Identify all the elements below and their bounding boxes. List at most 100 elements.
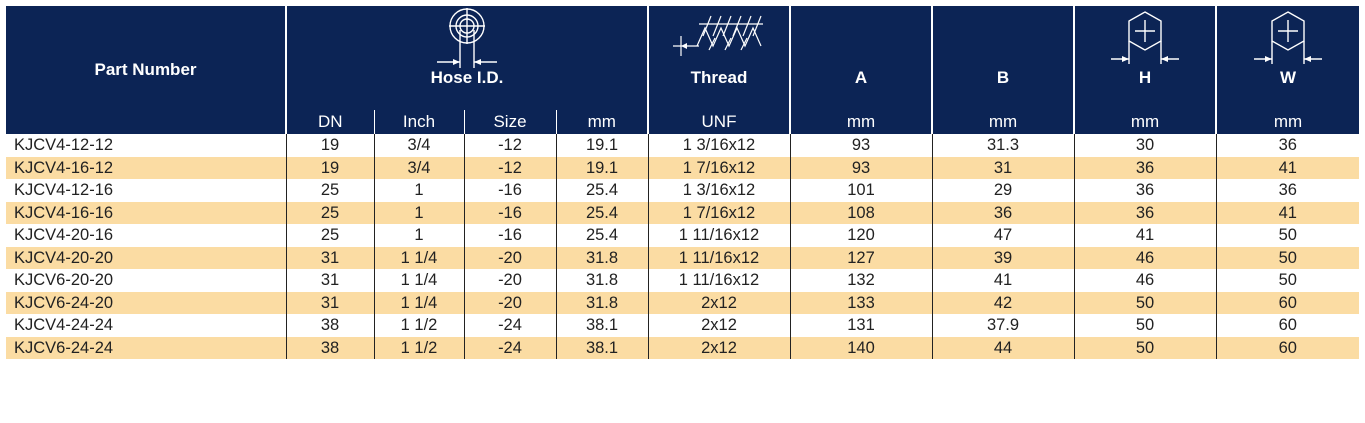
- cell-inch: 1: [373, 179, 464, 202]
- unit-mm-w: mm: [1215, 110, 1359, 134]
- cell-a: 93: [789, 156, 932, 179]
- cell-part-number: KJCV4-16-16: [6, 201, 286, 224]
- cell-mm: 25.4: [555, 224, 648, 247]
- cell-dn: 38: [285, 314, 374, 337]
- table-row: KJCV6-24-20 31 1 1/4 -20 31.8 2x12 133 4…: [6, 291, 1359, 314]
- cell-inch: 3/4: [373, 156, 464, 179]
- unit-inch: Inch: [373, 110, 464, 134]
- cell-w: 50: [1215, 269, 1359, 292]
- w-title: W: [1279, 68, 1297, 87]
- header-h: H: [1073, 6, 1216, 110]
- cell-part-number: KJCV6-24-24: [6, 336, 286, 359]
- table-row: KJCV6-24-24 38 1 1/2 -24 38.1 2x12 140 4…: [6, 336, 1359, 359]
- cell-inch: 1: [373, 224, 464, 247]
- b-title: B: [996, 68, 1010, 87]
- cell-size: -20: [463, 291, 556, 314]
- cell-part-number: KJCV6-24-20: [6, 291, 286, 314]
- cell-a: 93: [789, 134, 932, 157]
- cell-b: 41: [931, 269, 1074, 292]
- unit-mm-hose: mm: [555, 110, 648, 134]
- cell-size: -12: [463, 156, 556, 179]
- cell-h: 36: [1073, 156, 1216, 179]
- cell-dn: 25: [285, 179, 374, 202]
- cell-dn: 31: [285, 246, 374, 269]
- cell-thread: 1 7/16x12: [647, 201, 790, 224]
- table-row: KJCV4-12-16 25 1 -16 25.4 1 3/16x12 101 …: [6, 179, 1359, 202]
- cell-w: 36: [1215, 134, 1359, 157]
- cell-thread: 1 3/16x12: [647, 179, 790, 202]
- cell-a: 127: [789, 246, 932, 269]
- table-row: KJCV6-20-20 31 1 1/4 -20 31.8 1 11/16x12…: [6, 269, 1359, 292]
- cell-w: 50: [1215, 224, 1359, 247]
- cell-a: 120: [789, 224, 932, 247]
- cell-b: 36: [931, 201, 1074, 224]
- cell-a: 101: [789, 179, 932, 202]
- header-part-number: Part Number: [6, 6, 286, 134]
- header-b: B: [931, 6, 1074, 110]
- cell-size: -12: [463, 134, 556, 157]
- cell-h: 46: [1073, 246, 1216, 269]
- cell-thread: 2x12: [647, 291, 790, 314]
- cell-dn: 19: [285, 156, 374, 179]
- cell-mm: 31.8: [555, 291, 648, 314]
- cell-size: -16: [463, 224, 556, 247]
- cell-h: 46: [1073, 269, 1216, 292]
- fitting-spec-table: Part Number Hose: [6, 6, 1359, 359]
- cell-thread: 2x12: [647, 314, 790, 337]
- unit-size: Size: [463, 110, 556, 134]
- spec-table-body: KJCV4-12-12 19 3/4 -12 19.1 1 3/16x12 93…: [6, 134, 1359, 359]
- spec-table-container: Part Number Hose: [6, 6, 1359, 359]
- cell-inch: 1 1/4: [373, 291, 464, 314]
- unit-dn: DN: [285, 110, 374, 134]
- cell-mm: 19.1: [555, 156, 648, 179]
- cell-b: 31.3: [931, 134, 1074, 157]
- cell-dn: 25: [285, 201, 374, 224]
- cell-inch: 1 1/2: [373, 336, 464, 359]
- cell-a: 131: [789, 314, 932, 337]
- table-row: KJCV4-16-12 19 3/4 -12 19.1 1 7/16x12 93…: [6, 156, 1359, 179]
- unit-mm-h: mm: [1073, 110, 1216, 134]
- cell-size: -16: [463, 201, 556, 224]
- table-row: KJCV4-24-24 38 1 1/2 -24 38.1 2x12 131 3…: [6, 314, 1359, 337]
- cell-part-number: KJCV4-16-12: [6, 156, 286, 179]
- cell-w: 41: [1215, 156, 1359, 179]
- h-title: H: [1138, 68, 1152, 87]
- unit-mm-b: mm: [931, 110, 1074, 134]
- cell-part-number: KJCV4-12-16: [6, 179, 286, 202]
- cell-dn: 31: [285, 291, 374, 314]
- hose-id-title: Hose I.D.: [430, 68, 504, 87]
- cell-mm: 31.8: [555, 269, 648, 292]
- cell-b: 44: [931, 336, 1074, 359]
- cell-mm: 31.8: [555, 246, 648, 269]
- cell-mm: 38.1: [555, 336, 648, 359]
- cell-a: 132: [789, 269, 932, 292]
- a-title: A: [854, 68, 868, 87]
- cell-thread: 2x12: [647, 336, 790, 359]
- header-thread: Thread: [647, 6, 790, 110]
- cell-h: 50: [1073, 314, 1216, 337]
- cell-a: 108: [789, 201, 932, 224]
- cell-mm: 25.4: [555, 201, 648, 224]
- cell-inch: 1 1/4: [373, 246, 464, 269]
- thread-profile-icon: [673, 15, 763, 56]
- cell-h: 30: [1073, 134, 1216, 157]
- unit-unf: UNF: [647, 110, 790, 134]
- table-row: KJCV4-12-12 19 3/4 -12 19.1 1 3/16x12 93…: [6, 134, 1359, 157]
- cell-mm: 25.4: [555, 179, 648, 202]
- cell-size: -16: [463, 179, 556, 202]
- cell-part-number: KJCV4-24-24: [6, 314, 286, 337]
- cell-part-number: KJCV4-20-20: [6, 246, 286, 269]
- cell-thread: 1 11/16x12: [647, 224, 790, 247]
- cell-b: 47: [931, 224, 1074, 247]
- header-a: A: [789, 6, 932, 110]
- cell-size: -20: [463, 246, 556, 269]
- cell-w: 60: [1215, 314, 1359, 337]
- cell-b: 37.9: [931, 314, 1074, 337]
- cell-w: 60: [1215, 291, 1359, 314]
- cell-b: 39: [931, 246, 1074, 269]
- cell-thread: 1 7/16x12: [647, 156, 790, 179]
- cell-part-number: KJCV4-20-16: [6, 224, 286, 247]
- cell-h: 50: [1073, 291, 1216, 314]
- table-row: KJCV4-16-16 25 1 -16 25.4 1 7/16x12 108 …: [6, 201, 1359, 224]
- cell-h: 36: [1073, 179, 1216, 202]
